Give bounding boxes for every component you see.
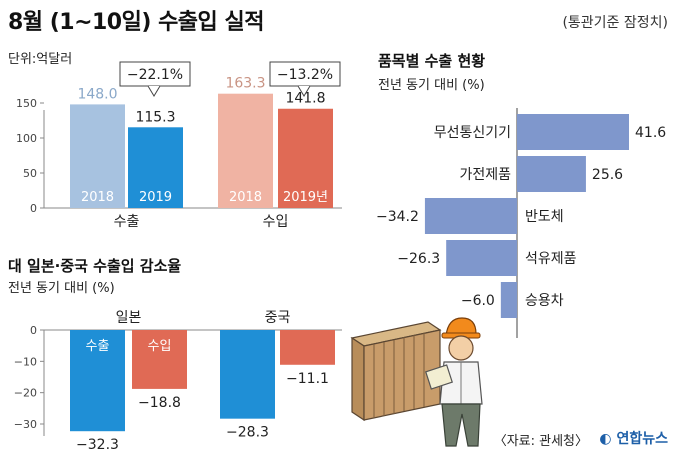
perf-bar xyxy=(70,104,125,208)
perf-y-tick-label: 50 xyxy=(23,167,37,180)
jc-bar xyxy=(220,330,275,419)
perf-bar-value-label: 141.8 xyxy=(285,91,325,107)
perf-bar-year-label: 2018 xyxy=(81,190,114,205)
jc-series-label: 수출 xyxy=(86,339,110,354)
worker-with-container-illustration xyxy=(350,317,483,447)
jc-bar xyxy=(70,330,125,432)
perf-bar-value-label: 115.3 xyxy=(135,109,175,125)
perf-group-label: 수입 xyxy=(263,214,289,230)
perf-bar xyxy=(218,93,273,208)
products-bar xyxy=(517,156,586,192)
perf-group-label: 수출 xyxy=(114,214,140,230)
unit-label: 단위:억달러 xyxy=(8,52,73,67)
products-category-label: 승용차 xyxy=(525,293,564,309)
perf-change-callout-box xyxy=(119,61,191,87)
perf-y-tick-label: 150 xyxy=(16,97,37,110)
products-category-label: 반도체 xyxy=(525,209,564,225)
perf-bar-value-label: 163.3 xyxy=(225,76,265,92)
products-title: 품목별 수출 현황 xyxy=(378,52,486,70)
perf-bar-year-label: 2019 xyxy=(139,190,172,205)
perf-change-callout-pointer xyxy=(147,85,161,97)
jc-group-label: 중국 xyxy=(265,310,291,326)
jc-bar xyxy=(280,330,335,365)
publisher-logo: ◐ 연합뉴스 xyxy=(599,428,668,448)
jc-y-tick-label: 0 xyxy=(30,324,37,337)
products-subtitle: 전년 동기 대비 (%) xyxy=(378,78,485,93)
perf-bar-year-label: 2018 xyxy=(229,190,262,205)
jc-bar-value-label: −32.3 xyxy=(76,437,119,453)
products-bar xyxy=(446,240,517,276)
japan-china-title: 대 일본·중국 수출입 감소율 xyxy=(8,257,182,275)
jc-bar-value-label: −11.1 xyxy=(286,371,329,387)
products-value-label: −26.3 xyxy=(397,251,440,267)
perf-change-callout-label: −22.1% xyxy=(127,67,183,83)
products-value-label: −6.0 xyxy=(461,293,495,309)
worker-icon xyxy=(425,317,483,447)
perf-bar-value-label: 148.0 xyxy=(77,86,117,102)
products-value-label: 25.6 xyxy=(592,167,623,183)
jc-y-tick-label: −20 xyxy=(14,387,37,400)
perf-bar-year-label: 2019년 xyxy=(283,190,328,205)
perf-bar xyxy=(128,127,183,208)
products-category-label: 석유제품 xyxy=(525,251,577,267)
perf-bar xyxy=(278,108,333,208)
products-category-label: 가전제품 xyxy=(459,167,511,183)
jc-bar-value-label: −18.8 xyxy=(138,395,181,411)
jc-group-label: 일본 xyxy=(116,310,142,326)
products-bar xyxy=(500,282,517,318)
shipping-container-icon xyxy=(350,321,442,422)
logo-mark-icon: ◐ xyxy=(599,431,612,447)
publisher-logo-text: 연합뉴스 xyxy=(616,431,668,447)
perf-y-tick-label: 100 xyxy=(16,132,37,145)
products-value-label: 41.6 xyxy=(635,125,666,141)
jc-bar-value-label: −28.3 xyxy=(226,425,269,441)
source-note: 〈자료: 관세청〉 xyxy=(493,434,588,449)
japan-china-subtitle: 전년 동기 대비 (%) xyxy=(8,281,115,296)
perf-change-callout-box xyxy=(269,61,341,87)
jc-y-tick-label: −10 xyxy=(14,355,37,368)
perf-y-tick-label: 0 xyxy=(30,202,37,215)
perf-change-callout-pointer xyxy=(297,85,311,97)
products-category-label: 무선통신기기 xyxy=(434,125,511,141)
jc-y-tick-label: −30 xyxy=(14,418,37,431)
data-basis-note: (통관기준 잠정치) xyxy=(562,15,668,31)
perf-change-callout-label: −13.2% xyxy=(277,67,333,83)
jc-bar xyxy=(132,330,187,389)
products-value-label: −34.2 xyxy=(376,209,419,225)
jc-series-label: 수입 xyxy=(148,339,172,354)
products-bar xyxy=(517,114,629,150)
products-bar xyxy=(424,198,517,234)
page-title: 8월 (1~10일) 수출입 실적 xyxy=(8,10,264,35)
